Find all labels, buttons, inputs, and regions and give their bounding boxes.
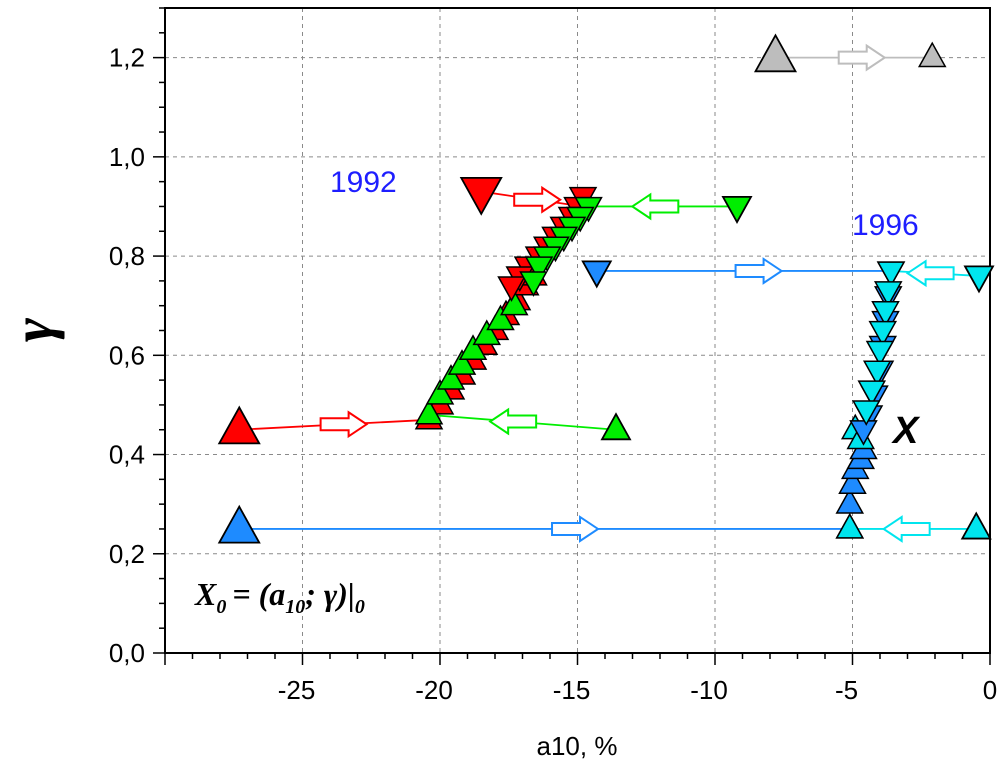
data-point — [497, 276, 526, 302]
y-tick-label: 0,2 — [109, 539, 145, 569]
data-point — [436, 364, 466, 390]
data-point — [486, 304, 515, 331]
arrows — [319, 43, 955, 543]
data-point — [835, 512, 865, 539]
arrow-marker — [488, 407, 538, 436]
x-tick-label: 0 — [983, 675, 997, 705]
x-tick-label: -25 — [278, 675, 316, 705]
start-marker — [963, 265, 995, 294]
start-marker — [459, 176, 503, 216]
y-tick-label: 0,8 — [109, 241, 145, 271]
data-point — [519, 271, 548, 297]
y-tick-label: 1,2 — [109, 43, 145, 73]
arrow-marker — [905, 259, 955, 288]
start-marker — [960, 511, 992, 540]
data-point — [857, 380, 887, 407]
formula-tail-sub: 0 — [355, 596, 365, 618]
start-marker — [217, 504, 261, 544]
data-point — [472, 319, 502, 346]
arrow-marker — [551, 515, 600, 543]
data-point — [458, 334, 488, 360]
label-1992: 1992 — [330, 166, 397, 199]
grid-lines — [165, 8, 990, 653]
x-tick-label: -5 — [835, 675, 858, 705]
y-tick-label: 1,0 — [109, 142, 145, 172]
start-marker — [753, 33, 798, 73]
formula-rhs-sub: 10 — [285, 596, 305, 618]
x-tick-label: -15 — [553, 675, 591, 705]
y-tick-label: 0,6 — [109, 340, 145, 370]
arrow-marker — [837, 43, 887, 72]
data-point — [868, 320, 898, 347]
arrow-marker — [513, 185, 563, 214]
data-point — [873, 281, 903, 307]
start-marker — [721, 195, 753, 224]
start-marker — [581, 260, 613, 289]
axis-ticks — [153, 7, 991, 665]
start-marker — [217, 405, 261, 445]
data-point — [425, 378, 455, 405]
data-point — [524, 256, 554, 283]
arrow-marker — [630, 192, 680, 221]
label-1996: 1996 — [852, 209, 919, 242]
data-point — [447, 349, 477, 375]
data-point — [862, 360, 892, 387]
formula-lhs-sub: 0 — [216, 596, 226, 618]
y-tick-label: 0,0 — [109, 638, 145, 668]
formula-rhs: = (a — [232, 576, 285, 612]
data-point — [871, 301, 900, 327]
x-tick-label: -10 — [690, 675, 728, 705]
x-tick-label: -20 — [415, 675, 453, 705]
x-axis-label: a10, % — [537, 731, 618, 761]
data-markers — [217, 33, 995, 544]
start-marker — [600, 412, 632, 441]
arrow-marker — [734, 257, 784, 285]
data-point — [414, 398, 444, 425]
data-point — [851, 400, 881, 426]
arrow-marker — [319, 410, 369, 439]
x-point-label: X — [891, 410, 921, 452]
arrow-marker — [881, 515, 931, 543]
formula: X0 = (a10; γ)|0 — [194, 576, 365, 618]
y-tick-label: 0,4 — [109, 440, 145, 470]
formula-lhs: X — [194, 576, 217, 612]
data-point — [917, 41, 947, 68]
data-point — [499, 289, 529, 316]
formula-tail: ; γ)| — [305, 576, 355, 612]
data-point — [838, 468, 867, 494]
tick-labels: -25 -20 -15 -10 -5 0 0,0 0,2 0,4 0,6 0,8 1,0 1,2 — [109, 43, 997, 705]
data-point — [865, 340, 895, 367]
svg-text:X0= (a10; γ)|0: X0 = (a10; γ)|0 — [194, 576, 365, 618]
y-axis-label: γ — [0, 317, 65, 342]
data-point — [876, 261, 906, 288]
